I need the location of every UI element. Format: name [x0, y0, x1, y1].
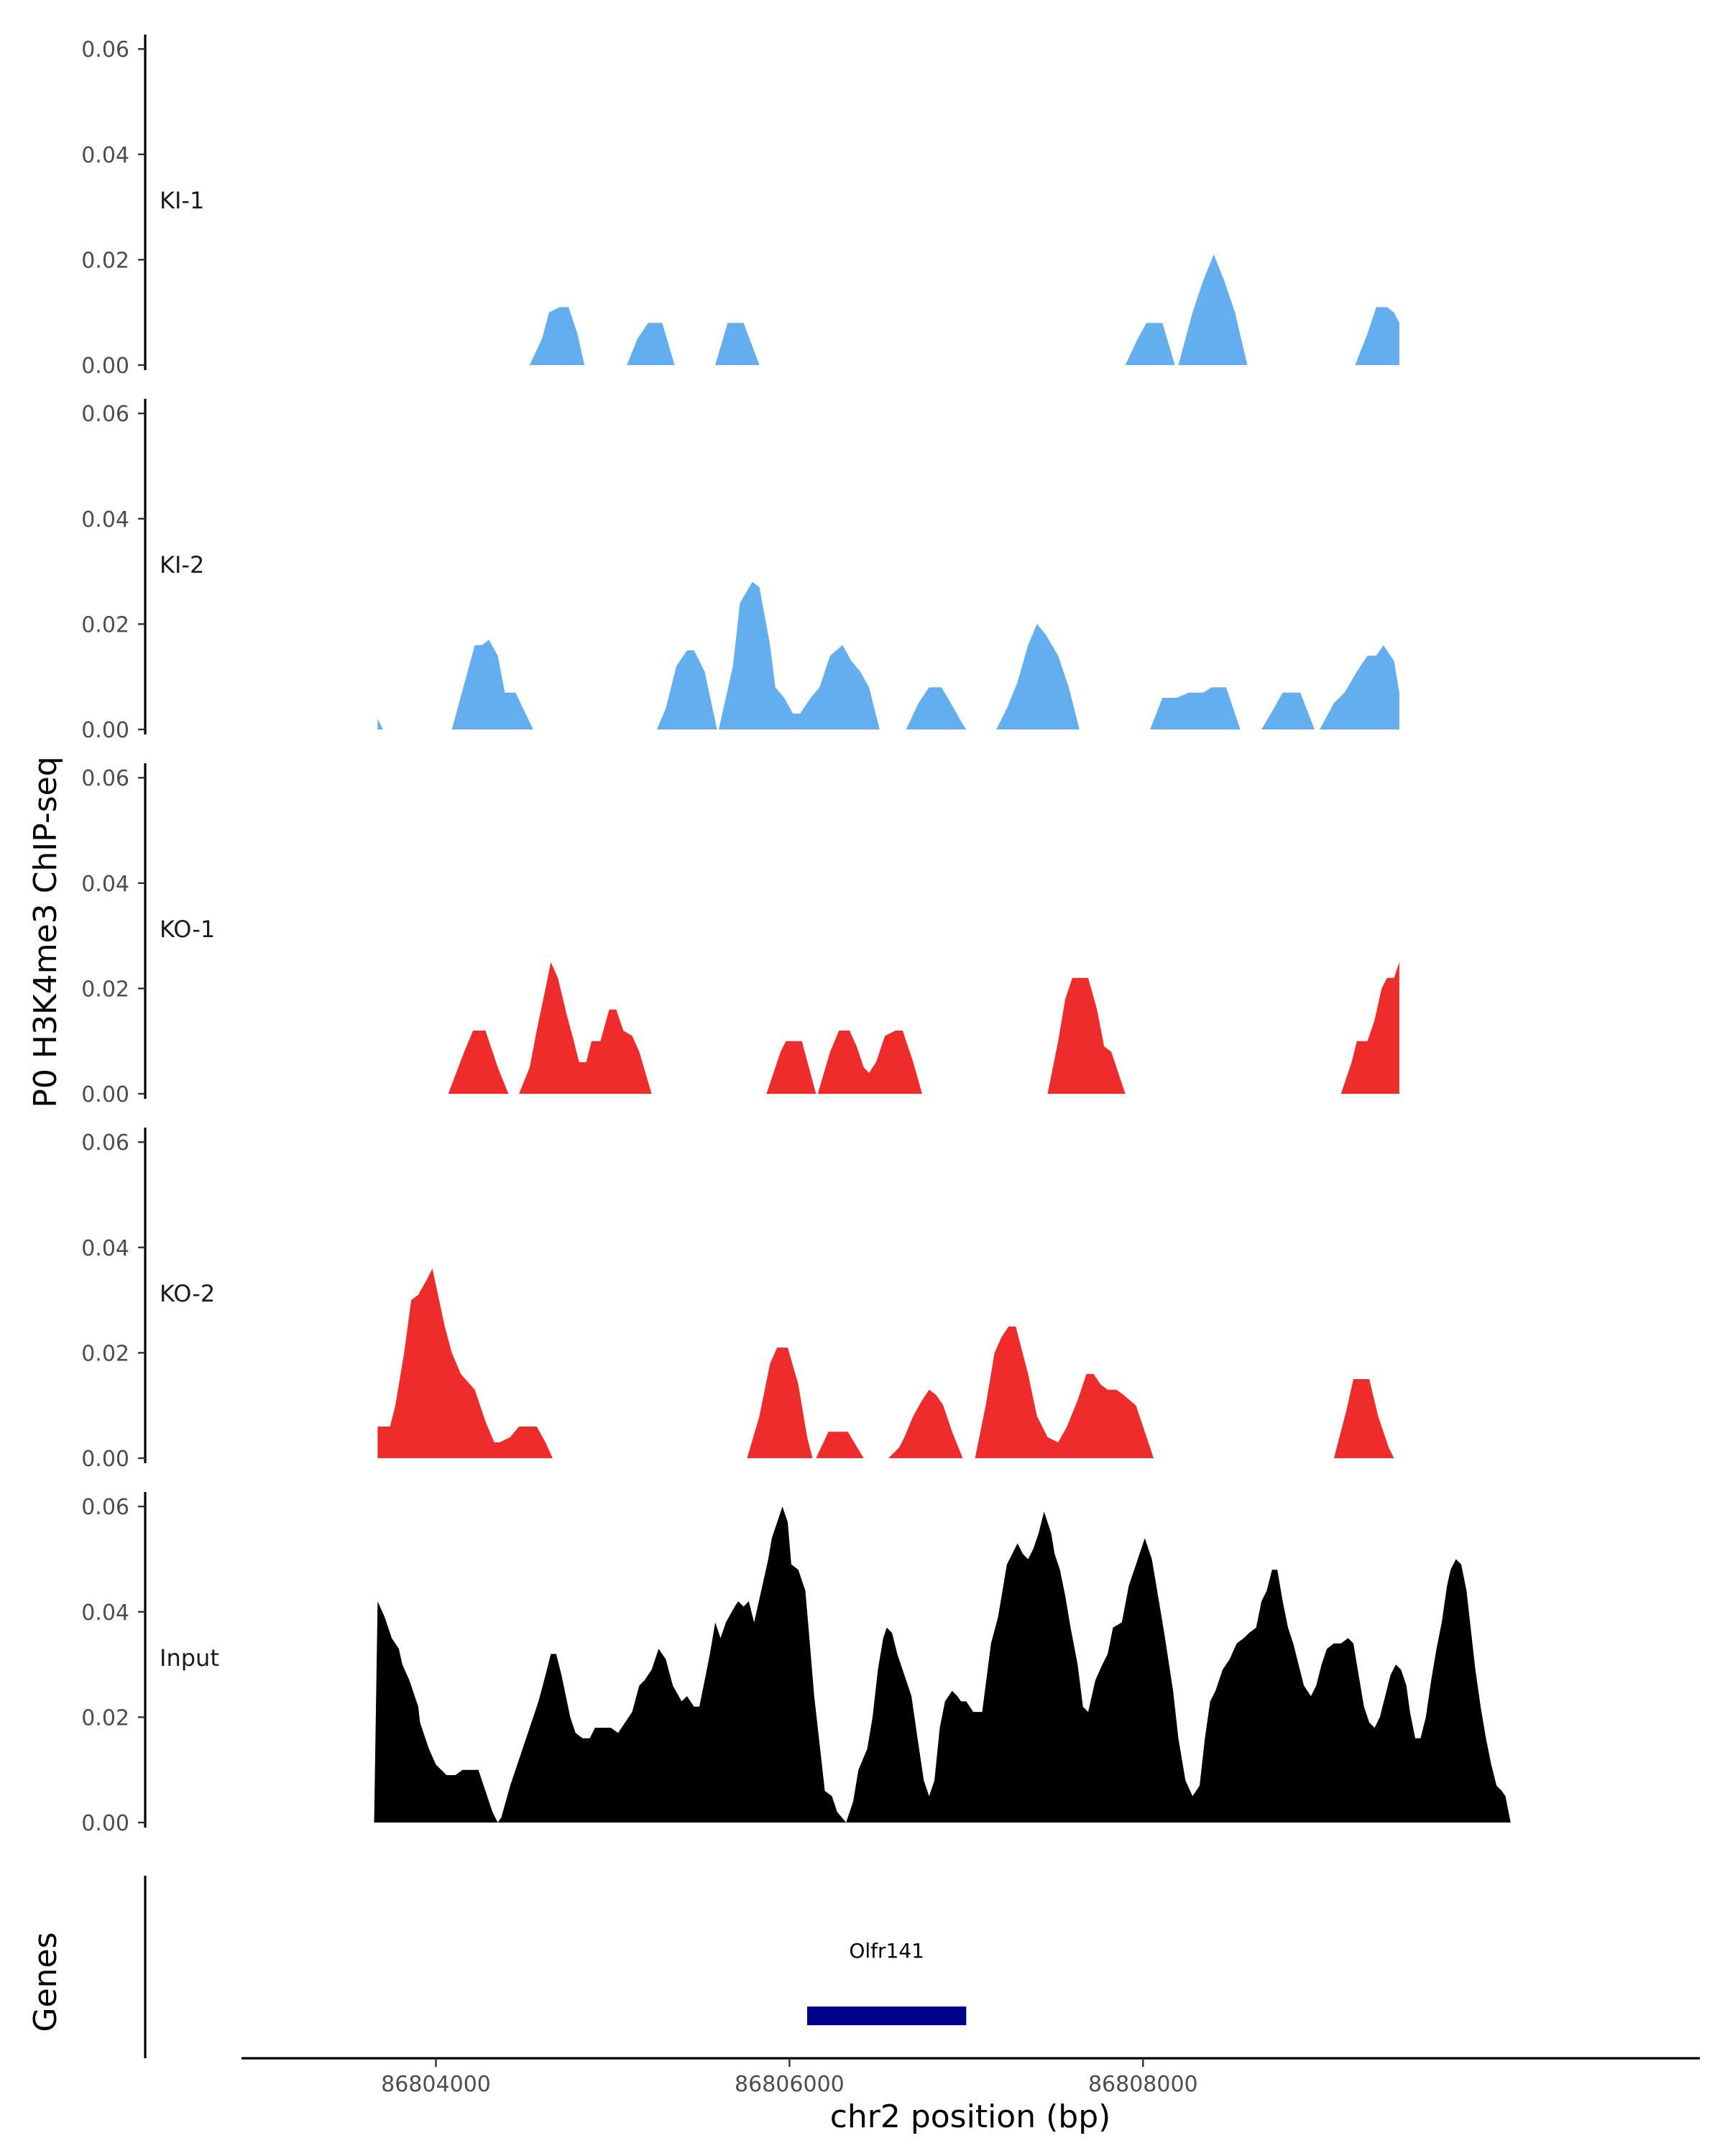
- signal-area-ki-1: [529, 254, 1399, 365]
- track-ko-2: 0.00 0.02 0.04 0.06 KO-2: [81, 1128, 1399, 1472]
- y-tick-label: 0.02: [81, 1705, 129, 1731]
- genes-panel: Olfr141: [144, 1876, 967, 2058]
- y-tick-label: 0.04: [81, 143, 129, 168]
- y-tick-label: 0.04: [81, 1236, 129, 1261]
- y-tick-label: 0.02: [81, 977, 129, 1002]
- signal-area-ko-1: [448, 962, 1399, 1094]
- y-tick-label: 0.02: [81, 1341, 129, 1366]
- x-axis-title: chr2 position (bp): [830, 2099, 1111, 2135]
- track-ki-1: 0.00 0.02 0.04 0.06 KI-1: [81, 34, 1399, 379]
- y-tick-label: 0.04: [81, 1600, 129, 1626]
- x-tick-label: 86804000: [381, 2072, 491, 2097]
- signal-area-input: [374, 1506, 1511, 1823]
- y-tick-label: 0.04: [81, 507, 129, 533]
- y-tick-label: 0.06: [81, 402, 129, 427]
- y-tick-label: 0.06: [81, 1495, 129, 1520]
- x-axis: 86804000 86806000 86808000: [242, 2057, 1700, 2097]
- tracks-layer: 0.00 0.02 0.04 0.06 KI-1 0.00 0.02 0.04 0.06 KI-2…: [81, 34, 1511, 1836]
- y-tick-label: 0.04: [81, 872, 129, 897]
- track-label: Input: [160, 1644, 219, 1672]
- x-tick-label: 86808000: [1088, 2072, 1198, 2097]
- track-label: KO-1: [160, 916, 215, 943]
- y-tick-label: 0.06: [81, 37, 129, 63]
- track-ko-1: 0.00 0.02 0.04 0.06 KO-1: [81, 763, 1399, 1107]
- y-tick-label: 0.00: [81, 1447, 129, 1472]
- y-tick-label: 0.02: [81, 248, 129, 273]
- signal-area-ko-2: [377, 1268, 1399, 1458]
- y-tick-label: 0.06: [81, 1130, 129, 1156]
- track-label: KO-2: [160, 1280, 215, 1307]
- signal-area-ki-2: [377, 581, 1399, 729]
- track-label: KI-1: [160, 187, 204, 214]
- gene-label: Olfr141: [849, 1939, 924, 1963]
- y-tick-label: 0.06: [81, 766, 129, 791]
- y-tick-label: 0.02: [81, 612, 129, 637]
- y-tick-label: 0.00: [81, 1811, 129, 1836]
- x-tick-label: 86806000: [735, 2072, 845, 2097]
- y-axis-title: P0 H3K4me3 ChIP-seq: [27, 756, 64, 1107]
- gene-bar: [807, 2007, 967, 2025]
- track-input: 0.00 0.02 0.04 0.06 Input: [81, 1492, 1511, 1836]
- y-tick-label: 0.00: [81, 1082, 129, 1107]
- track-ki-2: 0.00 0.02 0.04 0.06 KI-2: [81, 399, 1399, 743]
- genes-axis-title: Genes: [27, 1932, 64, 2032]
- track-label: KI-2: [160, 551, 204, 579]
- y-tick-label: 0.00: [81, 354, 129, 379]
- y-tick-label: 0.00: [81, 718, 129, 743]
